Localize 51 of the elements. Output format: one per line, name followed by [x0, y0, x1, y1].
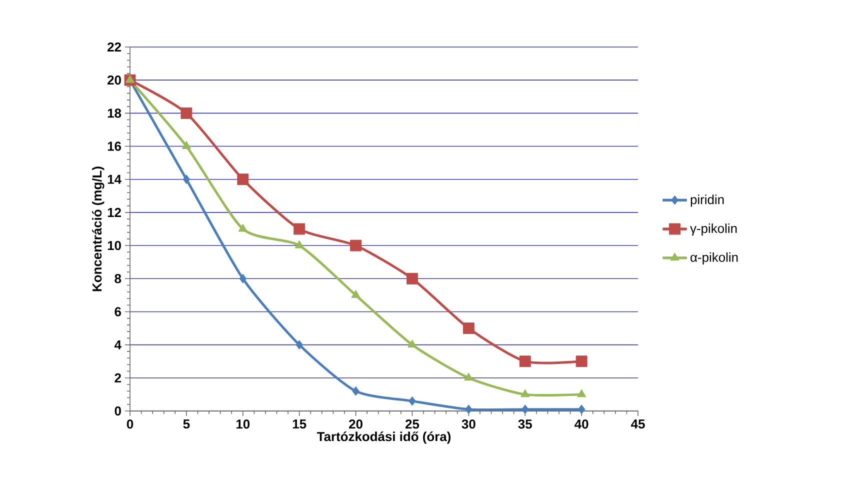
x-tick-label: 25 — [405, 420, 420, 429]
x-tick-label: 40 — [574, 420, 588, 429]
point — [294, 240, 304, 248]
legend-label: γ-pikolin — [690, 224, 737, 236]
point — [238, 224, 248, 232]
y-tick-label: 10 — [108, 240, 121, 250]
point — [180, 107, 192, 119]
point — [577, 389, 586, 398]
y-tick-label: 6 — [114, 307, 122, 316]
x-tick-label: 35 — [518, 420, 532, 429]
point — [352, 386, 360, 396]
x-tick-label: 5 — [183, 420, 190, 429]
y-tick-label: 4 — [114, 340, 122, 350]
point — [522, 404, 529, 414]
x-tick-label: 45 — [631, 420, 645, 429]
point — [351, 290, 360, 298]
y-tick-label: 22 — [108, 42, 121, 52]
point — [519, 356, 531, 368]
point — [520, 389, 530, 398]
x-tick-label: 10 — [236, 420, 250, 429]
point — [465, 404, 472, 414]
y-tick-label: 14 — [108, 174, 122, 184]
point — [182, 141, 192, 149]
y-tick-label: 20 — [108, 75, 121, 85]
point — [408, 396, 416, 406]
point — [464, 372, 474, 381]
y-tick-label: 12 — [108, 208, 121, 217]
x-tick-label: 30 — [462, 420, 476, 429]
point — [294, 223, 306, 235]
point — [576, 356, 588, 368]
legend-label: piridin — [690, 194, 724, 207]
x-tick-label: 20 — [349, 420, 362, 429]
point — [296, 340, 303, 350]
y-tick-label: 2 — [114, 373, 121, 382]
y-axis-title: Koncentráció (mg/L) — [92, 166, 104, 292]
y-tick-label: 18 — [108, 108, 122, 118]
x-tick-label: 15 — [292, 420, 306, 429]
x-tick-label: 0 — [126, 420, 134, 429]
x-axis-title: Tartózkodási idő (óra) — [316, 432, 451, 444]
legend-label: α-pikolin — [690, 252, 738, 264]
point — [578, 404, 586, 414]
y-tick-label: 16 — [108, 142, 122, 151]
y-tick-label: 8 — [114, 274, 122, 284]
point — [462, 322, 474, 334]
point — [406, 272, 418, 284]
point — [350, 240, 362, 252]
point — [239, 274, 247, 284]
y-tick-label: 0 — [114, 406, 121, 416]
point — [182, 174, 190, 184]
point — [237, 174, 249, 186]
point — [408, 340, 417, 348]
